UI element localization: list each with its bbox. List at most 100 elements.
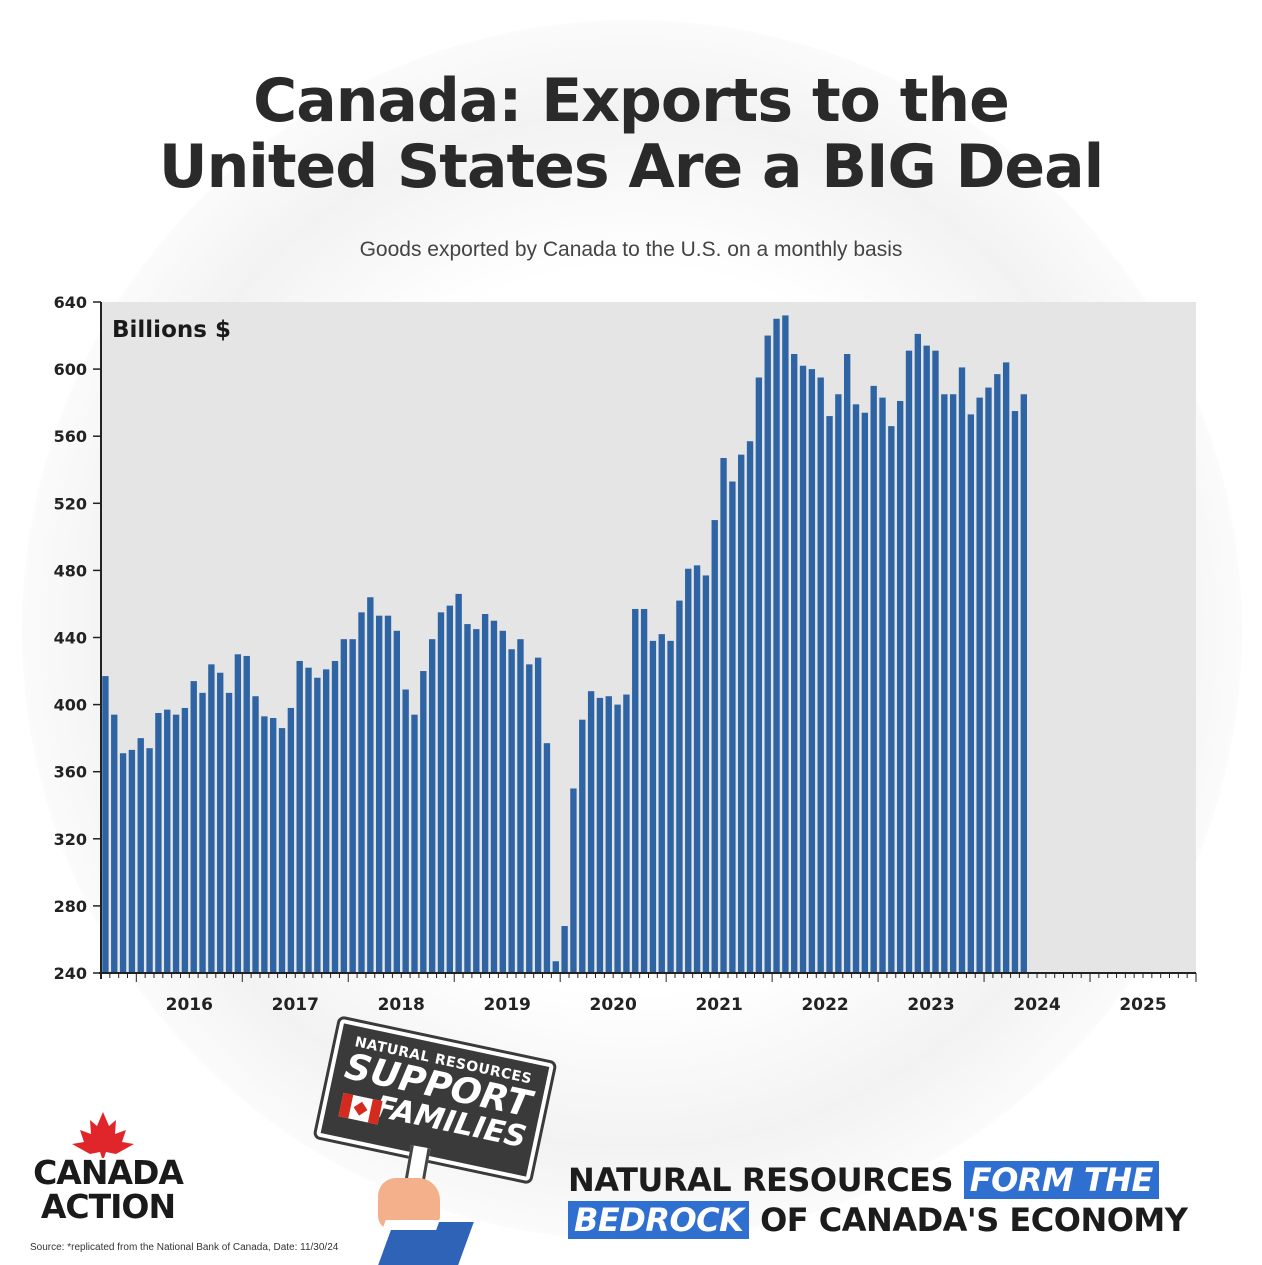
- tagline-highlight-2: BEDROCK: [568, 1201, 750, 1239]
- bar: [217, 672, 224, 973]
- bar: [499, 630, 506, 973]
- bar: [746, 441, 754, 974]
- cuff-icon: [382, 1220, 440, 1230]
- bar: [844, 354, 851, 973]
- bar: [190, 681, 197, 973]
- x-tick-label: 2025: [1119, 995, 1166, 1015]
- bar: [349, 639, 356, 973]
- bar: [605, 696, 612, 973]
- y-tick-label: 240: [54, 964, 87, 983]
- bar: [552, 961, 559, 973]
- bar: [1011, 411, 1019, 973]
- bar: [764, 335, 771, 973]
- y-tick-label: 480: [54, 561, 87, 580]
- x-tick-label: 2022: [801, 995, 848, 1015]
- bar: [393, 630, 401, 973]
- y-tick-label: 560: [54, 427, 87, 446]
- bar: [278, 728, 286, 973]
- source-note: Source: *replicated from the National Ba…: [30, 1242, 339, 1253]
- bar: [384, 615, 392, 973]
- bar: [702, 575, 710, 973]
- bar: [623, 694, 630, 973]
- bar: [835, 394, 842, 973]
- x-tick-label: 2024: [1013, 995, 1060, 1015]
- bar: [976, 397, 983, 973]
- bar: [949, 394, 957, 973]
- bar: [773, 318, 780, 973]
- bar: [314, 677, 321, 973]
- bar: [755, 377, 763, 973]
- bar: [473, 629, 480, 973]
- bar: [861, 412, 869, 974]
- logo-line-2: ACTION: [40, 1187, 176, 1226]
- chart-subtitle: Goods exported by Canada to the U.S. on …: [359, 238, 903, 261]
- bar: [923, 345, 930, 973]
- bar: [614, 704, 621, 973]
- maple-leaf-icon: [72, 1112, 134, 1158]
- tagline-line-2: BEDROCK OF CANADA'S ECONOMY: [568, 1200, 1238, 1240]
- bar: [826, 416, 833, 973]
- bar: [508, 649, 515, 973]
- bar: [420, 671, 427, 973]
- bar: [932, 350, 939, 973]
- bar: [1002, 362, 1010, 973]
- bar: [676, 600, 683, 973]
- bar: [225, 692, 233, 973]
- tagline-part-2: OF CANADA'S ECONOMY: [760, 1201, 1188, 1239]
- bar: [914, 333, 922, 973]
- bar: [305, 667, 312, 973]
- bar: [1020, 394, 1027, 973]
- bar: [490, 620, 498, 973]
- bar: [128, 749, 136, 973]
- bar: [172, 714, 180, 973]
- bar: [270, 718, 277, 973]
- bar: [261, 716, 268, 973]
- bar: [252, 696, 259, 973]
- x-tick-label: 2020: [590, 995, 637, 1015]
- bar: [199, 692, 206, 973]
- bar: [817, 377, 824, 973]
- bar: [808, 369, 816, 974]
- x-tick-label: 2016: [166, 995, 213, 1015]
- bar: [164, 709, 171, 973]
- y-tick-label: 280: [54, 897, 87, 916]
- title-line-2: United States Are a BIG Deal: [158, 132, 1104, 202]
- bar: [446, 605, 453, 973]
- bar: [711, 520, 718, 973]
- bar: [331, 660, 339, 973]
- bar: [782, 315, 789, 973]
- tagline: NATURAL RESOURCES FORM THE BEDROCK OF CA…: [568, 1160, 1238, 1240]
- bar: [693, 565, 701, 973]
- bar: [102, 676, 109, 973]
- y-tick-label: 520: [54, 494, 87, 513]
- page-title: Canada: Exports to the United States Are…: [0, 68, 1262, 200]
- bar: [137, 738, 144, 973]
- x-tick-label: 2019: [484, 995, 531, 1015]
- bar: [208, 664, 215, 973]
- bar: [640, 608, 648, 973]
- logo-line-1: CANADA: [33, 1153, 184, 1192]
- bar: [658, 634, 665, 973]
- bar: [596, 697, 604, 973]
- bar: [941, 394, 948, 973]
- x-tick-label: 2023: [907, 995, 954, 1015]
- bar: [296, 660, 303, 973]
- bar-chart: 240 280 320 360 400 440 480 520 560 600 640 2016 201…: [54, 293, 1197, 1015]
- bar: [340, 639, 348, 973]
- title-line-1: Canada: Exports to the: [253, 66, 1010, 136]
- bar: [526, 664, 533, 973]
- bar: [428, 639, 436, 973]
- bar: [437, 612, 445, 973]
- bar: [896, 400, 904, 974]
- y-tick-label: 600: [54, 360, 87, 379]
- bar: [367, 597, 374, 973]
- bar: [632, 608, 639, 973]
- tagline-part-1: NATURAL RESOURCES: [568, 1161, 954, 1199]
- bar: [905, 350, 913, 973]
- bar: [729, 481, 736, 973]
- bar: [411, 714, 418, 973]
- bar: [323, 669, 330, 973]
- y-tick-label: 400: [54, 696, 87, 715]
- bar: [358, 612, 365, 973]
- bar: [146, 748, 153, 973]
